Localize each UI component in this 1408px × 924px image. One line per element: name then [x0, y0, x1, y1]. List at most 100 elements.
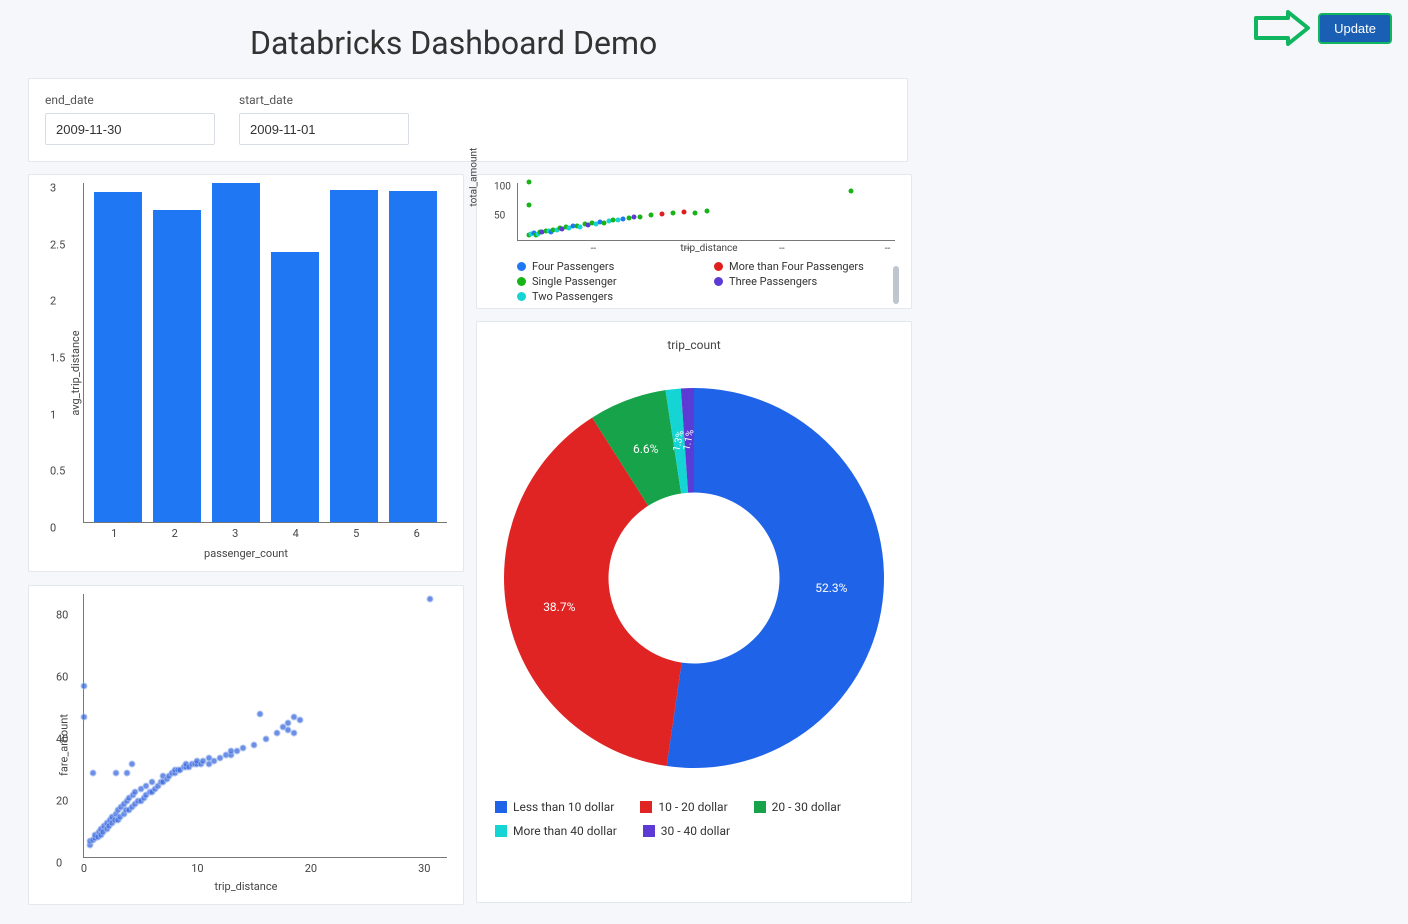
legend-swatch-icon: [517, 262, 526, 271]
legend-swatch-icon: [754, 801, 766, 813]
scatter-point: [671, 211, 676, 216]
scatter-point: [257, 712, 262, 717]
bar-chart-ytick: 0.5: [50, 465, 65, 478]
scatter-point: [206, 755, 211, 760]
scatter-point: [138, 786, 143, 791]
scatter-point: [621, 217, 626, 222]
bar-chart-ytick: 1: [50, 408, 56, 421]
legend-label: Three Passengers: [729, 275, 817, 288]
scatter-point: [223, 752, 228, 757]
scatter-big-xtick: 10: [191, 862, 203, 875]
bar: [271, 252, 319, 522]
scatter-top-ylabel: total_amount: [469, 148, 480, 207]
bar: [94, 192, 142, 522]
bar-chart-ytick: 3: [50, 182, 56, 195]
donut-chart: 52.3%38.7%6.6%1.3%1.1%: [504, 358, 884, 798]
end-date-input[interactable]: [45, 113, 215, 145]
scatter-point: [527, 203, 532, 208]
update-button[interactable]: Update: [1318, 13, 1392, 44]
scatter-point: [150, 780, 155, 785]
scatter-point: [704, 209, 709, 214]
scatter-point: [280, 724, 285, 729]
scatter-point: [82, 684, 87, 689]
scatter-big-ytick: 80: [56, 608, 68, 621]
bar: [153, 210, 201, 522]
filter-end-date: end_date: [45, 93, 215, 145]
legend-item: More than 40 dollar: [495, 824, 617, 838]
bar-chart-xtick: 5: [332, 527, 380, 540]
legend-label: Two Passengers: [532, 290, 613, 303]
scatter-point: [263, 736, 268, 741]
scatter-top-legend: Four Passengers More than Four Passengers…: [517, 260, 901, 303]
donut-slice-label: 52.3%: [815, 581, 847, 595]
bar-chart-xtick: 2: [151, 527, 199, 540]
scatter-big-xtick: 30: [418, 862, 430, 875]
scatter-top-xtick: --: [685, 243, 691, 254]
scatter-point: [252, 743, 257, 748]
donut-title: trip_count: [487, 338, 901, 352]
scatter-top-chart: 50100--------: [517, 183, 895, 241]
scatter-big-xtick: 20: [305, 862, 317, 875]
scatter-point: [113, 771, 118, 776]
scatter-point: [682, 210, 687, 215]
legend-swatch-icon: [714, 277, 723, 286]
scatter-point: [82, 715, 87, 720]
scatter-point: [274, 730, 279, 735]
bar-chart-ytick: 1.5: [50, 352, 65, 365]
bar-chart-ytick: 0: [50, 522, 56, 535]
scatter-top-xtick: --: [779, 243, 785, 254]
scatter-top-xlabel: trip_distance: [517, 243, 901, 254]
legend-scrollbar[interactable]: [893, 266, 899, 304]
scatter-point: [235, 749, 240, 754]
scatter-point: [212, 758, 217, 763]
legend-item: Single Passenger: [517, 275, 704, 288]
legend-item: 10 - 20 dollar: [640, 800, 727, 814]
legend-label: 10 - 20 dollar: [658, 800, 727, 814]
start-date-input[interactable]: [239, 113, 409, 145]
scatter-point: [240, 746, 245, 751]
scatter-top-ytick: 100: [494, 182, 511, 193]
scatter-top-xtick: --: [591, 243, 597, 254]
scatter-point: [144, 783, 149, 788]
legend-item: Four Passengers: [517, 260, 704, 273]
bar-chart-xtick: 4: [272, 527, 320, 540]
scatter-big-card: fare_amount 0204060800102030 trip_distan…: [28, 585, 464, 905]
donut-slice-label: 38.7%: [543, 600, 575, 614]
scatter-big-xtick: 0: [81, 862, 87, 875]
legend-label: More than 40 dollar: [513, 824, 617, 838]
start-date-label: start_date: [239, 93, 409, 107]
bar-chart-xtick: 1: [90, 527, 138, 540]
legend-label: Single Passenger: [532, 275, 617, 288]
scatter-top-xtick: --: [885, 243, 891, 254]
legend-item: Less than 10 dollar: [495, 800, 614, 814]
bar: [212, 183, 260, 522]
scatter-point: [291, 730, 296, 735]
donut-slice: [667, 388, 884, 768]
bar: [330, 190, 378, 522]
scatter-point: [286, 727, 291, 732]
legend-swatch-icon: [517, 292, 526, 301]
scatter-point: [129, 761, 134, 766]
legend-swatch-icon: [640, 801, 652, 813]
scatter-point: [133, 789, 138, 794]
bar-chart-xtick: 6: [393, 527, 441, 540]
donut-slice-label: 6.6%: [633, 442, 658, 456]
scatter-big-ytick: 40: [56, 732, 68, 745]
update-callout: Update: [1254, 10, 1392, 46]
scatter-point: [615, 217, 620, 222]
scatter-big-ytick: 60: [56, 670, 68, 683]
legend-item: More than Four Passengers: [714, 260, 901, 273]
scatter-point: [649, 213, 654, 218]
legend-item: 20 - 30 dollar: [754, 800, 841, 814]
page-title: Databricks Dashboard Demo: [0, 0, 1408, 78]
legend-label: 20 - 30 dollar: [772, 800, 841, 814]
donut-legend: Less than 10 dollar 10 - 20 dollar 20 - 30…: [495, 800, 893, 838]
scatter-top-ytick: 50: [494, 211, 505, 222]
bar: [389, 191, 437, 522]
legend-swatch-icon: [495, 801, 507, 813]
bar-chart: 123456 00.511.522.53: [83, 183, 447, 523]
legend-swatch-icon: [517, 277, 526, 286]
scatter-point: [286, 721, 291, 726]
scatter-point: [206, 761, 211, 766]
scatter-point: [660, 212, 665, 217]
